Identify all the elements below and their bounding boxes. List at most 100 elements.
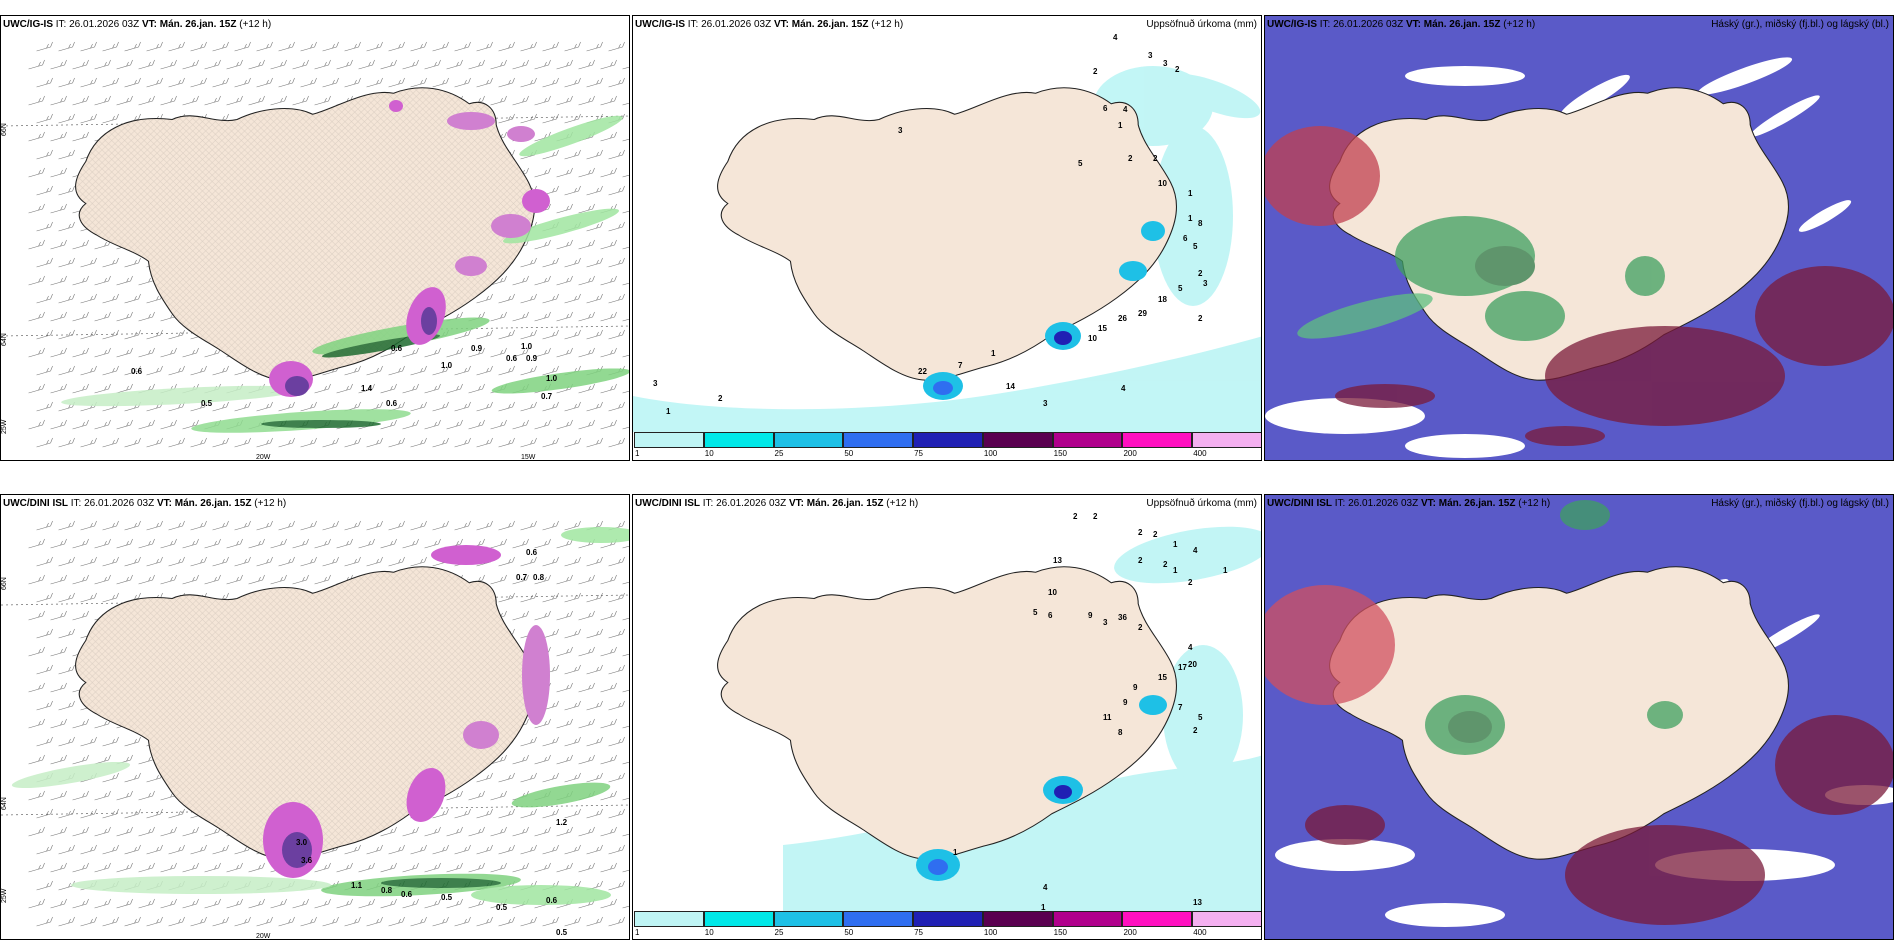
wind-barb xyxy=(556,239,573,250)
colorbar-label: 75 xyxy=(914,928,924,937)
wind-barb xyxy=(512,826,529,837)
wind-barb xyxy=(50,311,67,322)
wind-barb xyxy=(80,556,97,567)
colorbar-segment xyxy=(1192,432,1261,448)
wind-barb xyxy=(608,772,625,783)
wind-barb xyxy=(586,329,603,340)
wind-barb xyxy=(358,862,375,873)
wind-barb xyxy=(28,646,45,657)
value-label: 3 xyxy=(1148,51,1153,60)
wind-barb xyxy=(50,347,67,358)
svg-text:66N: 66N xyxy=(1,577,8,590)
panel-cloud-dini: UWC/DINI ISL IT: 26.01.2026 03Z VT: Mán.… xyxy=(1264,494,1894,940)
wind-barb xyxy=(248,898,265,909)
wind-barb xyxy=(564,808,581,819)
wind-barb xyxy=(380,59,397,70)
wind-barb xyxy=(476,293,493,304)
value-label: 3 xyxy=(1203,279,1208,288)
wind-barb xyxy=(424,383,441,394)
wind-barb xyxy=(248,95,265,106)
wind-barb xyxy=(292,898,309,909)
colorbar-segment xyxy=(634,911,704,927)
wind-barb xyxy=(28,311,45,322)
wind-barb xyxy=(36,149,53,160)
value-label: 4 xyxy=(1123,105,1128,114)
value-label: 15 xyxy=(1158,673,1167,682)
colorbar-segment xyxy=(982,432,1053,448)
wind-barb xyxy=(72,862,89,873)
colorbar-segment xyxy=(1052,911,1123,927)
wind-barb xyxy=(608,41,625,52)
wind-barb xyxy=(564,149,581,160)
wind-barb xyxy=(36,628,53,639)
value-label: 22 xyxy=(918,367,927,376)
wind-barb xyxy=(564,844,581,855)
panel-title: UWC/DINI ISL IT: 26.01.2026 03Z VT: Mán.… xyxy=(1267,498,1551,509)
wind-barb xyxy=(36,700,53,711)
wind-barb xyxy=(366,41,383,52)
wind-barb xyxy=(344,77,361,88)
value-label: 1 xyxy=(1188,189,1193,198)
wind-barb xyxy=(50,419,67,430)
wind-barb xyxy=(564,628,581,639)
wind-barb xyxy=(102,844,119,855)
value-label: 10 xyxy=(1048,588,1057,597)
wind-barb xyxy=(498,772,515,783)
wind-barb xyxy=(138,574,155,585)
wind-barb xyxy=(278,437,295,448)
wind-barb xyxy=(410,41,427,52)
wind-barb xyxy=(454,520,471,531)
wind-barb xyxy=(58,664,75,675)
wind-barb xyxy=(212,916,229,927)
wind-barb xyxy=(58,628,75,639)
wind-barb xyxy=(102,365,119,376)
wind-barb xyxy=(94,419,111,430)
wind-barb xyxy=(520,365,537,376)
value-label: 3.6 xyxy=(301,856,313,865)
wind-barb xyxy=(520,329,537,340)
wind-barb xyxy=(366,916,383,927)
value-label: 2 xyxy=(1163,560,1168,569)
wind-barb xyxy=(608,592,625,603)
wind-barb xyxy=(564,700,581,711)
wind-barb xyxy=(234,556,251,567)
value-label: 2 xyxy=(1198,269,1203,278)
wind-barb xyxy=(160,574,177,585)
wind-barb xyxy=(36,520,53,531)
value-label: 5 xyxy=(1198,713,1203,722)
wind-barb xyxy=(28,898,45,909)
wind-barb xyxy=(168,520,185,531)
wind-barb xyxy=(402,383,419,394)
wind-barb xyxy=(182,898,199,909)
wind-barb xyxy=(542,329,559,340)
wind-barb xyxy=(116,574,133,585)
wind-barb xyxy=(116,383,133,394)
wind-barb xyxy=(476,808,493,819)
wind-barb xyxy=(490,419,507,430)
wind-barb xyxy=(146,77,163,88)
colorbar-label: 25 xyxy=(774,928,784,937)
wind-barb xyxy=(72,239,89,250)
wind-barb xyxy=(490,311,507,322)
wind-barb xyxy=(512,754,529,765)
wind-barb xyxy=(410,437,427,448)
wind-barb xyxy=(146,520,163,531)
wind-barb xyxy=(36,556,53,567)
value-label: 1.2 xyxy=(556,818,568,827)
wind-barb xyxy=(520,401,537,412)
wind-barb xyxy=(446,383,463,394)
wind-barb xyxy=(182,419,199,430)
wind-barb xyxy=(322,520,339,531)
wind-barb xyxy=(322,916,339,927)
wind-barb xyxy=(80,41,97,52)
wind-map: 0.60.7 0.83.03.61.10.8 0.6 0.50.50.61.20.5 … xyxy=(1,495,629,939)
wind-barb xyxy=(498,329,515,340)
wind-barb xyxy=(586,293,603,304)
wind-barb xyxy=(80,520,97,531)
wind-barb xyxy=(380,862,397,873)
wind-barb xyxy=(432,520,449,531)
wind-barb xyxy=(344,844,361,855)
wind-barb xyxy=(146,808,163,819)
wind-barb xyxy=(358,383,375,394)
